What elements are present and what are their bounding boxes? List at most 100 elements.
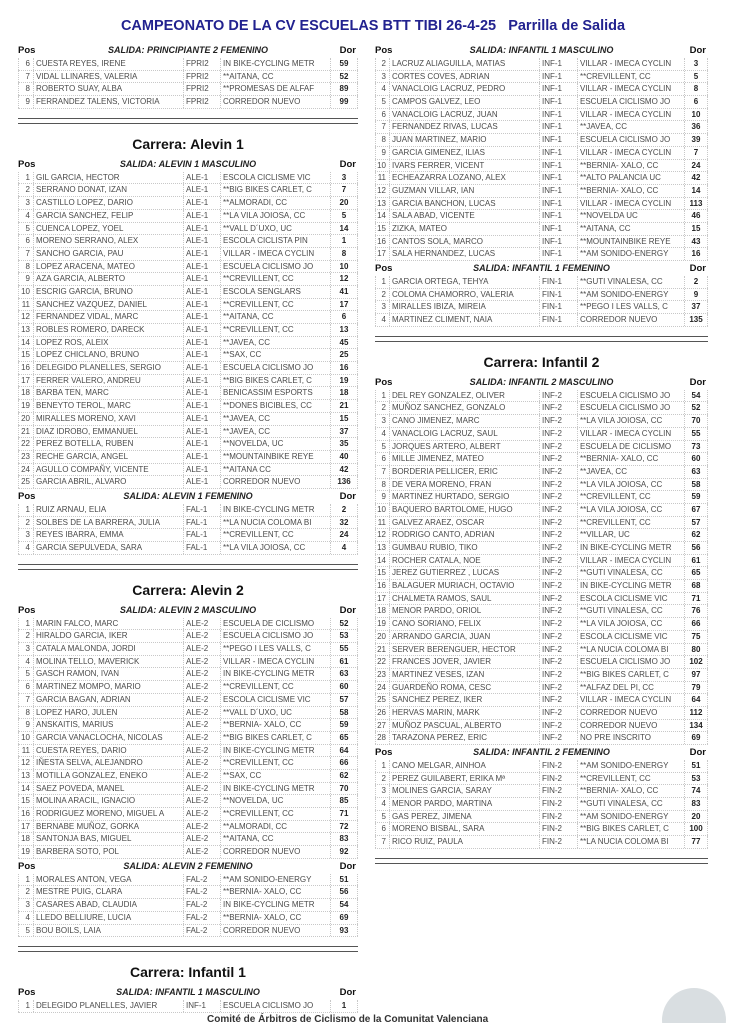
pos-cell: 9 (375, 491, 390, 503)
start-group: Pos SALIDA: INFANTIL 1 MASCULINO Dor 2 LACRU… (375, 43, 708, 261)
category-cell: INF-2 (540, 453, 578, 465)
category-cell: INF-2 (540, 592, 578, 605)
table-row: 12 IÑESTA SELVA, ALEJANDRO ALE-2 **CREVILLE… (18, 757, 358, 770)
pos-cell: 3 (18, 643, 34, 655)
pos-cell: 3 (375, 415, 390, 427)
dorsal-cell: 36 (685, 121, 708, 134)
name-cell: BARBA TEN, MARC (34, 387, 184, 400)
pos-cell: 17 (18, 374, 34, 387)
table-row: 1 MORALES ANTON, VEGA FAL-2 **AM SONIDO-ENE… (18, 873, 358, 887)
dorsal-cell: 56 (331, 886, 358, 899)
pos-cell: 25 (18, 476, 34, 488)
name-cell: IVARS FERRER, VICENT (390, 159, 540, 172)
name-cell: ARRANDO GARCIA, JUAN (390, 630, 540, 643)
club-cell: **SAX, CC (221, 349, 331, 362)
pos-cell: 28 (375, 732, 390, 744)
table-row: 5 JORQUES ARTERO, ALBERT INF-2 ESCUELA DE C… (375, 440, 708, 454)
pos-header: Pos (375, 376, 393, 388)
pos-cell: 13 (375, 542, 390, 554)
table-row: 18 MENOR PARDO, ORIOL INF-2 **GUTI VINALESA… (375, 605, 708, 619)
category-cell: ALE-1 (184, 362, 221, 374)
club-cell: **VALL D´UXO, UC (221, 222, 331, 235)
club-cell: ESCUELA CICLISMO JO (221, 260, 331, 273)
table-row: 4 VANACLOIG LACRUZ, SAUL INF-2 VILLAR - IME… (375, 427, 708, 441)
table-row: 15 ZIZKA, MATEO INF-1 **AITANA, CC 15 (375, 222, 708, 236)
name-cell: MORALES ANTON, VEGA (34, 873, 184, 886)
club-cell: **CREVILLENT, CC (221, 681, 331, 693)
club-cell: **CREVILLENT, CC (578, 772, 685, 785)
pos-cell: 5 (18, 924, 34, 937)
dorsal-cell: 61 (331, 655, 358, 668)
section-divider (375, 849, 708, 867)
club-cell: ESCUELA DE CICLISMO (578, 440, 685, 453)
name-cell: ECHEAZARRA LOZANO, ALEX (390, 172, 540, 184)
table-row: 21 SERVER BERENGUER, HECTOR INF-2 **LA NUCI… (375, 643, 708, 657)
table-row: 21 DIAZ IDROBO, EMMANUEL ALE-1 **JAVEA, CC 3… (18, 425, 358, 439)
table-row: 17 SALA HERNANDEZ, LUCAS INF-1 **AM SONIDO-… (375, 248, 708, 261)
category-cell: INF-1 (540, 108, 578, 121)
dorsal-cell: 59 (331, 58, 358, 70)
table-row: 7 FERNANDEZ RIVAS, LUCAS INF-1 **JAVEA, CC 3… (375, 121, 708, 135)
dorsal-cell: 9 (685, 288, 708, 301)
table-row: 9 MARTINEZ HURTADO, SERGIO INF-2 **CREVILLE… (375, 491, 708, 504)
club-cell: **DONES BICIBLES, CC (221, 400, 331, 412)
table-row: 3 CANO JIMENEZ, MARC INF-2 **LA VILA JOIOSA… (375, 415, 708, 428)
table-row: 16 RODRIGUEZ MORENO, MIGUEL A ALE-2 **CREVI… (18, 808, 358, 821)
category-cell: INF-2 (540, 732, 578, 744)
pos-cell: 15 (375, 567, 390, 580)
start-group: Pos SALIDA: INFANTIL 1 FEMENINO Dor 1 GARCIA… (375, 261, 708, 327)
name-cell: SERRANO DONAT, IZAN (34, 184, 184, 197)
pos-cell: 17 (375, 248, 390, 260)
table-row: 14 SALA ABAD, VICENTE INF-1 **NOVELDA UC 46 (375, 210, 708, 223)
name-cell: SALA HERNANDEZ, LUCAS (390, 248, 540, 260)
category-cell: INF-2 (540, 656, 578, 668)
table-row: 6 MORENO BISBAL, SARA FIN-2 **BIG BIKES CAR… (375, 823, 708, 837)
name-cell: REYES IBARRA, EMMA (34, 529, 184, 541)
club-cell: **CREVILLENT, CC (221, 324, 331, 336)
club-cell: **LA NUCIA COLOMA BI (578, 643, 685, 656)
group-header: Pos SALIDA: ALEVIN 1 FEMENINO Dor (18, 489, 358, 504)
dorsal-cell: 136 (331, 476, 358, 488)
table-row: 1 CANO MELGAR, AINHOA FIN-2 **AM SONIDO-ENE… (375, 760, 708, 773)
dorsal-cell: 65 (685, 567, 708, 580)
category-cell: INF-2 (540, 415, 578, 427)
dorsal-cell: 19 (331, 374, 358, 387)
table-row: 4 GARCIA SEPULVEDA, SARA FAL-1 **LA VILA JO… (18, 542, 358, 555)
dorsal-cell: 59 (685, 491, 708, 503)
table-row: 13 GARCIA BANCHON, LUCAS INF-1 VILLAR - IME… (375, 197, 708, 211)
group-title: SALIDA: INFANTIL 2 FEMENINO (473, 747, 610, 757)
category-cell: INF-1 (540, 197, 578, 210)
pos-cell: 7 (18, 70, 34, 83)
club-cell: ESCUELA CICLISMO JO (578, 656, 685, 668)
dorsal-cell: 58 (685, 478, 708, 491)
table-row: 18 SANTONJA BAS, MIGUEL ALE-2 **AITANA, CC 8… (18, 833, 358, 847)
category-cell: INF-2 (540, 529, 578, 541)
category-cell: INF-1 (540, 184, 578, 197)
table-row: 1 GARCIA ORTEGA, TEHYA FIN-1 **GUTI VINALES… (375, 276, 708, 289)
start-group: Pos SALIDA: ALEVIN 1 MASCULINO Dor 1 GIL GAR… (18, 157, 358, 489)
floating-action-button[interactable] (662, 988, 726, 1023)
group-header: Pos SALIDA: PRINCIPIANTE 2 FEMENINO Dor (18, 43, 358, 58)
pos-cell: 12 (18, 311, 34, 323)
name-cell: BALAGUER MURIACH, OCTAVIO (390, 580, 540, 592)
table-row: 7 GARCIA BAGAN, ADRIAN ALE-2 ESCOLA CICLISM… (18, 693, 358, 707)
club-cell: **CREVILLENT, CC (578, 516, 685, 529)
pos-cell: 4 (18, 911, 34, 924)
club-cell: **GUTI VINALESA, CC (578, 798, 685, 810)
category-cell: FIN-2 (540, 772, 578, 785)
pos-cell: 2 (375, 402, 390, 415)
pos-header: Pos (18, 604, 36, 616)
dor-header: Dor (339, 490, 356, 502)
club-cell: VILLAR - IMECA CYCLIN (578, 427, 685, 440)
dorsal-cell: 16 (331, 362, 358, 374)
table-row: 1 GIL GARCIA, HECTOR ALE-1 ESCOLA CICLISME … (18, 171, 358, 185)
pos-cell: 1 (375, 760, 390, 772)
category-cell: ALE-2 (184, 668, 221, 681)
club-cell: BENICASSIM ESPORTS (221, 387, 331, 400)
club-cell: VILLAR - IMECA CYCLIN (578, 58, 685, 70)
group-title: SALIDA: INFANTIL 2 MASCULINO (469, 376, 614, 387)
pos-cell: 9 (18, 96, 34, 108)
pos-cell: 8 (18, 706, 34, 719)
dorsal-cell: 56 (685, 542, 708, 554)
club-cell: **GUTI VINALESA, CC (578, 605, 685, 618)
